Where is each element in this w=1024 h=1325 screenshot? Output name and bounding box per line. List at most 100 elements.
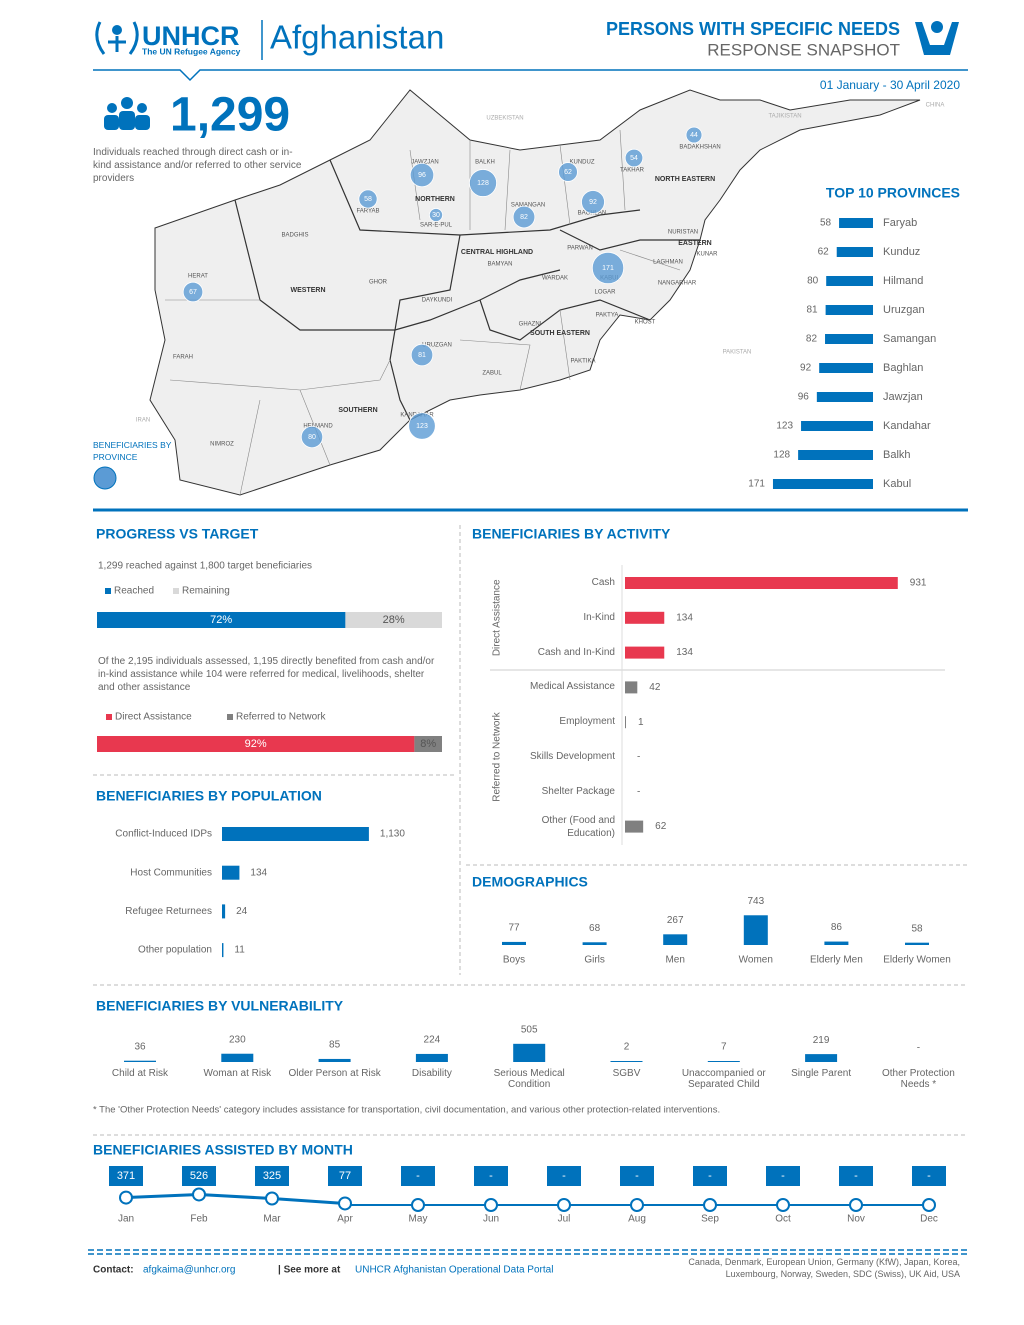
map-province-label: DAYKUNDI bbox=[422, 298, 453, 304]
report-title: PERSONS WITH SPECIFIC NEEDS bbox=[606, 19, 900, 39]
bar-value: 134 bbox=[676, 647, 693, 658]
map-province-label: GHOR bbox=[369, 280, 388, 286]
month-marker bbox=[630, 1198, 644, 1212]
month-value: 77 bbox=[339, 1170, 351, 1182]
bar bbox=[707, 1061, 740, 1062]
month-marker bbox=[265, 1191, 279, 1206]
map-region-label: NORTH EASTERN bbox=[655, 176, 715, 183]
section-title: DEMOGRAPHICS bbox=[472, 874, 588, 890]
map-region-label: EASTERN bbox=[678, 240, 711, 247]
progress-bar bbox=[97, 612, 346, 628]
bar bbox=[221, 1053, 254, 1062]
map-province-label: FARYAB bbox=[356, 209, 379, 215]
logo: UNHCR bbox=[142, 21, 240, 51]
month-marker bbox=[776, 1198, 790, 1212]
portal-link: UNHCR Afghanistan Operational Data Porta… bbox=[355, 1265, 553, 1276]
month-value: - bbox=[635, 1170, 639, 1182]
map-region-label: SOUTH EASTERN bbox=[530, 330, 590, 337]
bar bbox=[824, 941, 849, 945]
month-label: Oct bbox=[775, 1214, 791, 1225]
map-bubble-label: 58 bbox=[364, 196, 372, 203]
donors: Canada, Denmark, European Union, Germany… bbox=[688, 1257, 960, 1279]
bar-category-box: Employment bbox=[559, 716, 615, 728]
map-province-label: NIMROZ bbox=[210, 442, 234, 448]
group-label: Referred to Network bbox=[492, 711, 503, 801]
progress-bar bbox=[97, 736, 415, 752]
bar-value: 36 bbox=[134, 1041, 146, 1052]
bar bbox=[318, 1058, 351, 1062]
map-province-label: PARWAN bbox=[567, 246, 593, 252]
bar-category: Host Communities bbox=[130, 867, 212, 878]
map-province-label: JAWZJAN bbox=[411, 160, 438, 166]
bar-category: Employment bbox=[559, 716, 615, 728]
month-label-box bbox=[401, 1166, 435, 1186]
map-legend: BENEFICIARIES BY PROVINCE bbox=[93, 440, 172, 462]
month-label-box bbox=[474, 1166, 508, 1186]
bar-category: Uruzgan bbox=[883, 304, 925, 316]
country: Afghanistan bbox=[270, 19, 444, 56]
bar-value: - bbox=[917, 1043, 920, 1054]
legend-swatch bbox=[105, 588, 111, 594]
map-province-label: BADAKHSHAN bbox=[679, 145, 720, 151]
bar-value: 224 bbox=[424, 1035, 441, 1046]
bar-value: 86 bbox=[831, 922, 843, 933]
bar-category: Woman at Risk bbox=[203, 1068, 272, 1079]
bar-category-box: Other Protection Needs * bbox=[881, 1068, 955, 1090]
bar-category: Child at Risk bbox=[111, 1068, 169, 1079]
map-province-label: WARDAK bbox=[542, 276, 568, 282]
progress-note: 1,299 reached against 1,800 target benef… bbox=[98, 561, 312, 572]
bar bbox=[625, 716, 626, 729]
group-label: Direct Assistance bbox=[492, 579, 503, 656]
map-province-label: PAKTYA bbox=[596, 313, 619, 319]
map-bubble-label: 128 bbox=[477, 180, 489, 187]
bar-value: 1,130 bbox=[380, 829, 405, 840]
bar bbox=[222, 865, 240, 880]
progress-bar bbox=[414, 736, 442, 752]
map-province-label: KUNDUZ bbox=[570, 160, 595, 166]
bar-category: Baghlan bbox=[883, 362, 923, 374]
progress-label: 28% bbox=[383, 614, 405, 626]
month-label: Apr bbox=[337, 1214, 353, 1225]
bar-value: 42 bbox=[649, 682, 661, 693]
legend-label: Direct Assistance bbox=[115, 712, 192, 723]
bar-value: 219 bbox=[813, 1035, 830, 1046]
bar-category-box: Woman at Risk bbox=[203, 1068, 272, 1079]
bar-category: Elderly Women bbox=[883, 955, 951, 966]
bar-value: 92 bbox=[800, 363, 812, 374]
map-province-label: BADGHIS bbox=[281, 233, 308, 239]
bar-category: Other population bbox=[138, 945, 212, 956]
bar-value: 230 bbox=[229, 1034, 246, 1045]
map-province-label: TAKHAR bbox=[620, 168, 645, 174]
bar-category: Skills Development bbox=[529, 751, 615, 762]
map-bubble bbox=[410, 343, 434, 367]
bar bbox=[625, 681, 638, 694]
map-province-label: PAKTIKA bbox=[571, 359, 596, 365]
month-marker bbox=[849, 1198, 863, 1212]
month-label-box bbox=[547, 1166, 581, 1186]
map-bubble bbox=[512, 205, 536, 229]
month-value: 371 bbox=[117, 1170, 135, 1182]
progress-label: 92% bbox=[245, 738, 267, 750]
map-bubble bbox=[581, 190, 605, 214]
section-title: BENEFICIARIES BY VULNERABILITY bbox=[96, 998, 344, 1014]
map-province-label: NURISTAN bbox=[668, 230, 698, 236]
map-region-label: WESTERN bbox=[291, 287, 326, 294]
map-bubble-label: 81 bbox=[418, 352, 426, 359]
summary-text-box: Individuals reached through direct cash … bbox=[93, 147, 301, 184]
map-province-label: NANGARHAR bbox=[658, 281, 697, 287]
bar-category: Faryab bbox=[883, 217, 917, 229]
map-legend-bubble bbox=[93, 466, 117, 490]
map-province-label: FARAH bbox=[173, 355, 193, 361]
bar-category: Other Protection Needs * bbox=[881, 1068, 955, 1090]
bar-value: 128 bbox=[773, 450, 790, 461]
month-label: Jun bbox=[483, 1214, 499, 1225]
bar bbox=[743, 915, 768, 945]
map-country bbox=[149, 89, 921, 496]
month-value: - bbox=[416, 1170, 420, 1182]
bar-category-box: Disability bbox=[412, 1068, 452, 1079]
donors-box: Canada, Denmark, European Union, Germany… bbox=[688, 1257, 960, 1279]
legend-swatch bbox=[106, 714, 112, 720]
total: 1,299 bbox=[170, 89, 290, 142]
month-value: 325 bbox=[263, 1170, 281, 1182]
